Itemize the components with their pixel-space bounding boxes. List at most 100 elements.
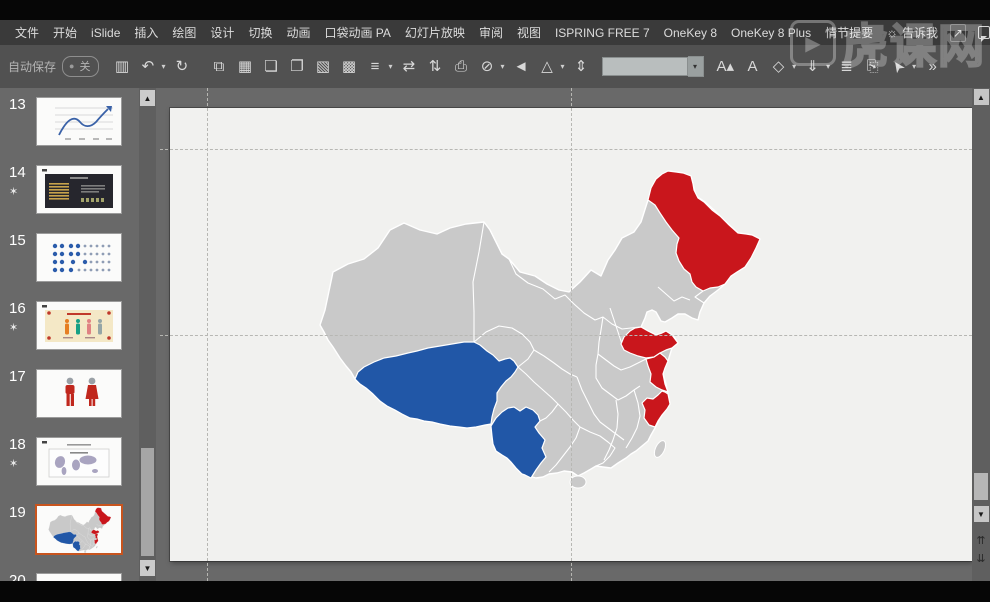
horizontal-guide-top[interactable] <box>160 149 972 150</box>
china-map-preview <box>48 507 112 553</box>
slide-thumbnail-16[interactable] <box>36 301 122 350</box>
line-chart-preview <box>55 106 113 140</box>
send-to-back-icon[interactable]: ❐ <box>290 58 304 75</box>
menu-file[interactable]: 文件 <box>15 26 40 40</box>
menu-storyboard[interactable]: 情节提要 <box>825 26 874 40</box>
slide-thumbnail-14[interactable] <box>36 165 122 214</box>
grow-font-icon[interactable]: A▴ <box>716 58 735 75</box>
panel-scrollbar-thumb[interactable] <box>141 448 154 556</box>
menu-home[interactable]: 开始 <box>53 26 78 40</box>
canvas-scrollbar-thumb[interactable] <box>974 473 988 500</box>
menu-design[interactable]: 设计 <box>210 26 235 40</box>
canvas-scroll-down-button[interactable]: ▼ <box>973 506 989 522</box>
slide-row-17: 17 ✶ <box>0 368 122 418</box>
slide-thumbnail-15[interactable] <box>36 233 122 282</box>
previous-slide-button[interactable]: ⇈ <box>976 535 986 547</box>
no-fill-icon[interactable]: ⊘ <box>480 58 494 75</box>
combo-dropdown-icon[interactable]: ▾ <box>687 56 704 77</box>
two-figures-preview <box>65 377 99 406</box>
menu-draw[interactable]: 绘图 <box>172 26 197 40</box>
animation-star-icon: ✶ <box>9 321 19 334</box>
autosave-state: 关 <box>79 61 91 73</box>
toggle-dot-icon: ● <box>69 61 75 71</box>
font-size-input[interactable] <box>601 57 688 76</box>
tell-me-label: 告诉我 <box>902 26 939 40</box>
comments-icon[interactable] <box>977 26 990 42</box>
bring-to-front-icon[interactable]: ❏ <box>264 58 278 75</box>
font-size-combo[interactable]: ▾ <box>601 56 704 77</box>
select-pointer-icon[interactable]: ➤ <box>888 56 910 77</box>
select-dropdown-icon[interactable]: ▾ <box>912 62 917 71</box>
export-dropdown-icon[interactable]: ▾ <box>826 62 831 71</box>
vertical-guide-left[interactable] <box>207 88 208 581</box>
slide-number: 14 <box>9 164 26 181</box>
undo-dropdown-icon[interactable]: ▾ <box>161 62 166 71</box>
lightbulb-icon: ☼ <box>886 25 899 40</box>
panel-scrollbar[interactable]: ▲ ▼ <box>139 88 156 581</box>
slide-thumbnail-17[interactable] <box>36 369 122 418</box>
slide-thumbnail-20[interactable] <box>36 573 122 581</box>
slide-row-19: 19 ✶ <box>0 504 123 555</box>
menu-islide[interactable]: iSlide <box>91 25 121 40</box>
menu-slideshow[interactable]: 幻灯片放映 <box>404 26 465 40</box>
print-icon[interactable]: ⎙ <box>454 58 467 75</box>
share-icon: ↗ <box>952 25 963 40</box>
slide-row-14: 14 ✶ <box>0 164 122 214</box>
status-bar <box>0 581 990 602</box>
object-height-icon[interactable]: ⇕ <box>574 58 588 75</box>
panel-scroll-up-button[interactable]: ▲ <box>140 90 155 106</box>
china-map[interactable] <box>300 160 770 490</box>
align-icon[interactable]: ≡ <box>370 58 380 75</box>
autosave-toggle[interactable]: ● 关 <box>62 56 100 77</box>
stack-order-icon[interactable]: ⧉ <box>213 58 225 75</box>
menu-onekey8plus[interactable]: OneKey 8 Plus <box>731 25 812 40</box>
menu-onekey8[interactable]: OneKey 8 <box>663 25 718 40</box>
ribbon-menu-bar: 文件 开始 iSlide 插入 绘图 设计 切换 动画 口袋动画 PA 幻灯片放… <box>0 20 990 45</box>
menu-review[interactable]: 审阅 <box>478 26 503 40</box>
horizontal-guide-center[interactable] <box>160 335 972 336</box>
vertical-guide-center[interactable] <box>571 88 572 581</box>
export-icon[interactable]: ⇓ <box>806 58 819 75</box>
menu-transitions[interactable]: 切换 <box>248 26 273 40</box>
slide-thumbnail-18[interactable] <box>36 437 122 486</box>
shape-outline-dropdown-icon[interactable]: ▾ <box>792 62 797 71</box>
menu-pocket-animation[interactable]: 口袋动画 PA <box>324 26 391 40</box>
dot-rows-preview <box>52 243 111 273</box>
arrange-objects-icon[interactable]: ▦ <box>237 58 253 75</box>
panel-scroll-down-button[interactable]: ▼ <box>140 560 155 576</box>
animation-sound-icon[interactable]: ◄ <box>513 58 529 75</box>
share-button[interactable]: ↗ <box>950 23 966 42</box>
autosave-control[interactable]: 自动保存 ● 关 <box>8 56 100 77</box>
slide-thumbnail-13[interactable] <box>36 97 122 146</box>
group-icon[interactable]: ▧ <box>315 58 331 75</box>
no-fill-dropdown-icon[interactable]: ▾ <box>500 62 505 71</box>
canvas-scroll-up-button[interactable]: ▲ <box>973 89 989 105</box>
world-map-preview <box>42 441 110 478</box>
slide-number: 17 <box>9 368 26 385</box>
picture-effects-icon[interactable]: △ <box>541 58 553 75</box>
align-dropdown-icon[interactable]: ▾ <box>388 62 393 71</box>
menu-insert[interactable]: 插入 <box>134 26 159 40</box>
menu-animations[interactable]: 动画 <box>286 26 311 40</box>
menu-ispring[interactable]: ISPRING FREE 7 <box>554 25 650 40</box>
menu-view[interactable]: 视图 <box>516 26 541 40</box>
people-infographic-preview <box>42 305 113 342</box>
picture-effects-dropdown-icon[interactable]: ▾ <box>560 62 565 71</box>
rotate-icon[interactable]: ⇄ <box>402 58 416 75</box>
ungroup-icon[interactable]: ▩ <box>341 58 357 75</box>
next-slide-button[interactable]: ⇊ <box>976 553 986 565</box>
more-commands-icon[interactable]: » <box>928 58 937 75</box>
shape-outline-icon[interactable]: ◇ <box>772 58 785 75</box>
font-color-icon[interactable]: A <box>747 58 758 75</box>
undo-icon[interactable]: ↶ <box>141 58 155 75</box>
slide-thumbnail-19-selected[interactable] <box>35 504 123 555</box>
canvas-scrollbar[interactable]: ▲ ▼ ⇈ ⇊ <box>972 88 990 581</box>
slide-row-18: 18 ✶ <box>0 436 122 486</box>
save-icon[interactable]: ▥ <box>114 58 130 75</box>
tell-me-search[interactable]: ☼ 告诉我 <box>886 24 938 41</box>
line-spacing-icon[interactable]: ≣ <box>840 58 853 75</box>
format-painter-icon[interactable]: ⎘ <box>866 58 879 75</box>
flip-icon[interactable]: ⇅ <box>428 58 442 75</box>
redo-icon[interactable]: ↻ <box>175 58 189 75</box>
